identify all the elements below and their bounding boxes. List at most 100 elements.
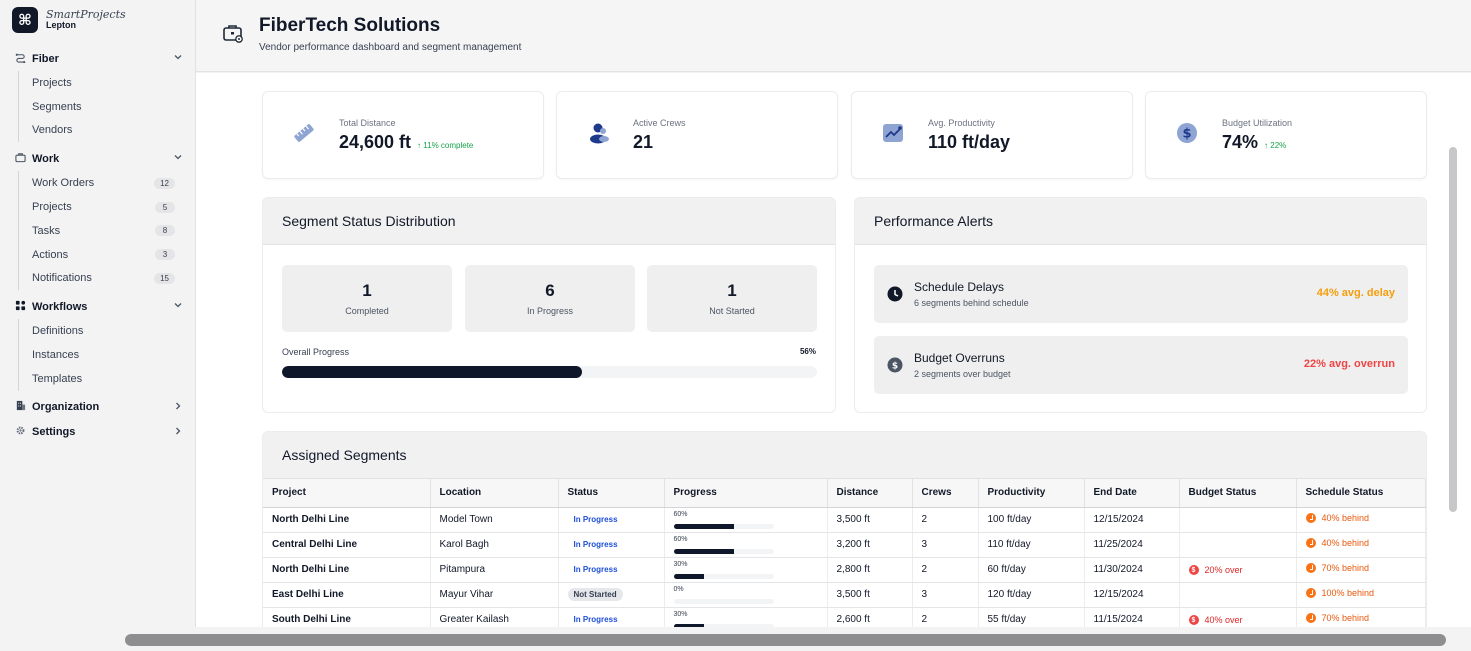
progress-fill bbox=[673, 573, 704, 579]
sidebar-item-label: Instances bbox=[32, 349, 80, 362]
brand[interactable]: ⌘ SmartProjects Lepton bbox=[0, 0, 195, 40]
chevron-right-icon bbox=[173, 401, 183, 414]
column-header[interactable]: End Date bbox=[1084, 479, 1180, 508]
sidebar-item-projects[interactable]: Projects bbox=[32, 71, 195, 95]
sidebar-item-tasks[interactable]: Tasks 8 bbox=[32, 219, 195, 243]
chevron-down-icon bbox=[173, 152, 183, 165]
column-header[interactable]: Distance bbox=[827, 479, 913, 508]
cell-budget-status bbox=[1179, 532, 1297, 558]
cell-crews: 2 bbox=[912, 507, 979, 533]
column-header[interactable]: Progress bbox=[664, 479, 828, 508]
briefcase-icon bbox=[222, 22, 244, 44]
cell-schedule-status: 40% behind bbox=[1296, 507, 1426, 533]
schedule-status: 40% behind bbox=[1305, 538, 1370, 548]
sidebar-item-notifications[interactable]: Notifications 15 bbox=[32, 267, 195, 291]
command-icon: ⌘ bbox=[12, 7, 38, 33]
sidebar-item-work-orders[interactable]: Work Orders 12 bbox=[32, 171, 195, 195]
sidebar-item-vendors[interactable]: Vendors bbox=[32, 119, 195, 143]
vertical-scrollbar-thumb[interactable] bbox=[1449, 147, 1457, 512]
status-badge: In Progress bbox=[573, 540, 618, 549]
nav-group-workflows-toggle[interactable]: Workflows bbox=[0, 294, 195, 319]
stat-value: 74% bbox=[1222, 132, 1259, 152]
sidebar-item-templates[interactable]: Templates bbox=[32, 367, 195, 391]
panel-title: Assigned Segments bbox=[263, 432, 1426, 479]
sidebar-item-label: Definitions bbox=[32, 325, 84, 338]
budget-status: $40% over bbox=[1188, 615, 1243, 626]
stat-label: Budget Utilization bbox=[1222, 118, 1293, 128]
column-header[interactable]: Status bbox=[558, 479, 665, 508]
stat-value: 110 ft/day bbox=[928, 132, 1011, 152]
cell-status: In Progress bbox=[558, 507, 665, 533]
table-row[interactable]: South Delhi Line Greater Kailash In Progre… bbox=[263, 607, 1426, 627]
cell-project: South Delhi Line bbox=[263, 607, 431, 627]
nav-group-label: Work bbox=[32, 152, 60, 165]
dollar-icon: $ bbox=[1172, 118, 1202, 148]
progress-percent: 30% bbox=[673, 560, 688, 568]
status-label: Not Started bbox=[709, 306, 755, 316]
cell-schedule-status: 70% behind bbox=[1296, 607, 1426, 627]
table-row[interactable]: North Delhi Line Model Town In Progress 60%… bbox=[263, 507, 1426, 533]
alert-description: 2 segments over budget bbox=[914, 369, 1011, 379]
count-badge: 12 bbox=[154, 177, 175, 189]
alert-schedule-delays[interactable]: Schedule Delays 6 segments behind schedu… bbox=[874, 265, 1408, 323]
cell-status: In Progress bbox=[558, 532, 665, 558]
progress-percent: 60% bbox=[673, 510, 688, 518]
cell-distance: 3,200 ft bbox=[827, 532, 913, 558]
cell-distance: 3,500 ft bbox=[827, 507, 913, 533]
status-badge: Not Started bbox=[567, 588, 623, 601]
schedule-status: 100% behind bbox=[1305, 588, 1375, 598]
column-header[interactable]: Crews bbox=[912, 479, 979, 508]
brand-subtitle: Lepton bbox=[46, 20, 76, 31]
sidebar-nav: Fiber Projects Segments Vendors Work bbox=[0, 46, 195, 445]
sidebar-item-actions[interactable]: Actions 3 bbox=[32, 243, 195, 267]
status-count: 1 bbox=[727, 281, 737, 300]
cell-productivity: 55 ft/day bbox=[978, 607, 1085, 627]
nav-group-organization-toggle[interactable]: Organization bbox=[0, 395, 195, 420]
table-row[interactable]: Central Delhi Line Karol Bagh In Progress 6… bbox=[263, 532, 1426, 558]
cell-location: Mayur Vihar bbox=[430, 582, 559, 608]
schedule-status-text: 40% behind bbox=[1321, 538, 1370, 548]
brand-name: SmartProjects bbox=[46, 8, 126, 21]
nav-group-work-toggle[interactable]: Work bbox=[0, 146, 195, 171]
panel-title: Segment Status Distribution bbox=[263, 198, 835, 245]
nav-group-settings: Settings bbox=[0, 420, 195, 445]
sidebar-item-segments[interactable]: Segments bbox=[32, 95, 195, 119]
sidebar-item-instances[interactable]: Instances bbox=[32, 343, 195, 367]
schedule-status-text: 100% behind bbox=[1321, 588, 1375, 598]
progress-bar bbox=[673, 573, 774, 579]
overall-progress-label: Overall Progress bbox=[282, 347, 350, 357]
alert-title: Schedule Delays bbox=[914, 280, 1005, 294]
cell-budget-status bbox=[1179, 582, 1297, 608]
column-header[interactable]: Productivity bbox=[978, 479, 1085, 508]
progress-percent: 30% bbox=[673, 610, 688, 618]
column-header[interactable]: Project bbox=[263, 479, 431, 508]
sidebar: ⌘ SmartProjects Lepton Fiber Projects Se… bbox=[0, 0, 196, 651]
nav-group-workflows: Workflows Definitions Instances Template… bbox=[0, 294, 195, 391]
sidebar-item-work-projects[interactable]: Projects 5 bbox=[32, 195, 195, 219]
segment-status-panel: Segment Status Distribution 1 Completed … bbox=[262, 197, 836, 413]
route-icon bbox=[12, 52, 28, 66]
column-header[interactable]: Budget Status bbox=[1179, 479, 1297, 508]
sidebar-item-label: Vendors bbox=[32, 124, 73, 137]
sidebar-item-definitions[interactable]: Definitions bbox=[32, 319, 195, 343]
status-box-completed: 1 Completed bbox=[282, 265, 452, 332]
clock-icon bbox=[1305, 563, 1316, 573]
table-row[interactable]: North Delhi Line Pitampura In Progress 30% 2… bbox=[263, 557, 1426, 583]
stat-label: Total Distance bbox=[339, 118, 396, 128]
cell-crews: 3 bbox=[912, 532, 979, 558]
horizontal-scrollbar-thumb[interactable] bbox=[125, 634, 1446, 646]
stat-value: 21 bbox=[633, 132, 654, 152]
alert-metric: 44% avg. delay bbox=[1316, 287, 1395, 299]
overall-progress-fill bbox=[282, 366, 582, 378]
cell-crews: 3 bbox=[912, 582, 979, 608]
alert-budget-overruns[interactable]: $ Budget Overruns 2 segments over budget… bbox=[874, 336, 1408, 394]
nav-group-fiber-toggle[interactable]: Fiber bbox=[0, 46, 195, 71]
cell-productivity: 110 ft/day bbox=[978, 532, 1085, 558]
stat-card-budget-utilization: $ Budget Utilization 74% ↑ 22% bbox=[1145, 91, 1427, 179]
column-header[interactable]: Location bbox=[430, 479, 559, 508]
table-row[interactable]: East Delhi Line Mayur Vihar Not Started 0% 3… bbox=[263, 582, 1426, 608]
column-header[interactable]: Schedule Status bbox=[1296, 479, 1426, 508]
schedule-status-text: 40% behind bbox=[1321, 513, 1370, 523]
progress-bar bbox=[673, 598, 774, 604]
nav-group-settings-toggle[interactable]: Settings bbox=[0, 420, 195, 445]
